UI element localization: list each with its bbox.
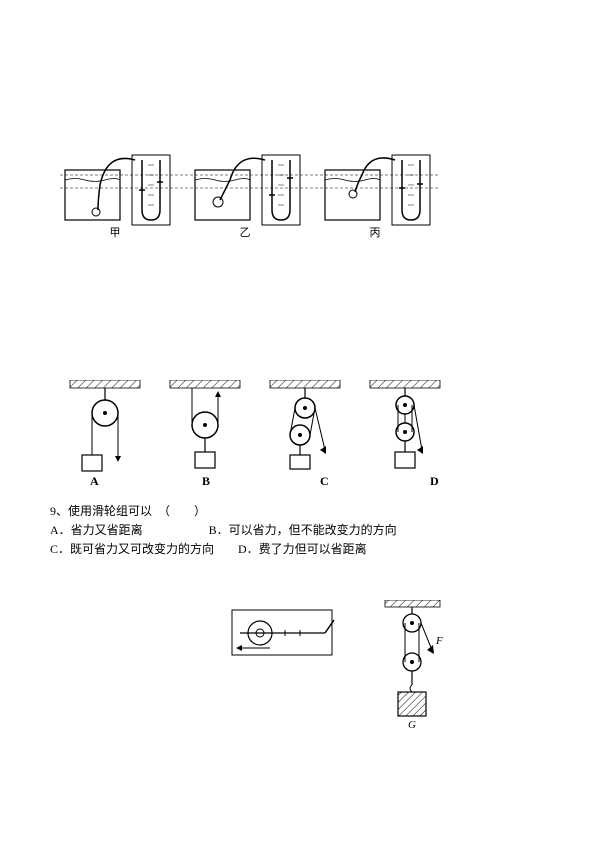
manometer-svg: 甲 乙: [60, 140, 440, 240]
fig2-label-c: C: [320, 474, 329, 488]
q9-optC: C．既可省力又可改变力的方向: [50, 542, 214, 556]
force-label: F: [435, 635, 443, 647]
q9-stem: 9、使用滑轮组可以 （ ）: [50, 502, 545, 521]
fig2-label-d: D: [430, 474, 439, 488]
fig2-label-a: A: [90, 474, 99, 488]
question-9: 9、使用滑轮组可以 （ ） A．省力又省距离 B．可以省力，但不能改变力的方向 …: [50, 502, 545, 560]
q9-optA: A．省力又省距离: [50, 523, 143, 537]
figure-manometers: 甲 乙: [60, 140, 545, 240]
fig2-label-b: B: [202, 474, 210, 488]
q9-line2: C．既可省力又可改变力的方向 D．费了力但可以省距离: [50, 540, 545, 559]
fig1-label-3: 丙: [370, 227, 381, 239]
q9-line1: A．省力又省距离 B．可以省力，但不能改变力的方向: [50, 521, 545, 540]
pulley-svg: A B: [60, 380, 460, 490]
fig1-label-1: 甲: [110, 227, 121, 239]
q9-optB: B．可以省力，但不能改变力的方向: [209, 523, 397, 537]
wheel-axle-svg: [230, 600, 340, 670]
figure-small-pair: F G: [230, 600, 545, 730]
fig1-label-2: 乙: [240, 226, 251, 239]
pulley-block-svg: F G: [380, 600, 450, 730]
figure-pulleys: A B: [60, 380, 545, 490]
q9-optD: D．费了力但可以省距离: [238, 542, 367, 556]
load-label: G: [408, 719, 416, 730]
